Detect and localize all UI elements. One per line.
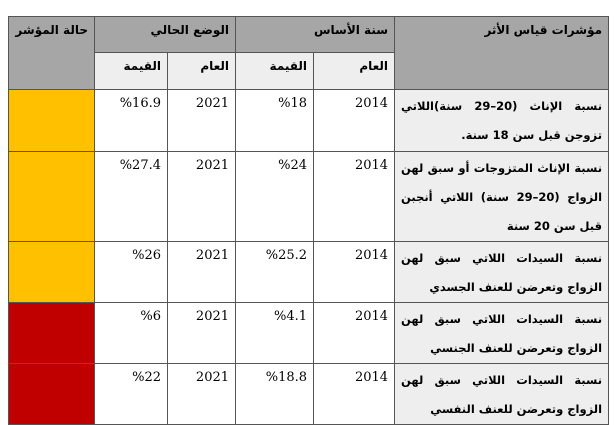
current-year-cell: 2021 (167, 302, 237, 364)
header-current-value-col: القيمة (93, 52, 169, 90)
current-year-cell: 2021 (167, 151, 237, 242)
impact-indicators-table: مؤشرات قياس الأثر سنة الأساس الوضع الحال… (8, 16, 610, 425)
status-color-cell (8, 151, 95, 242)
current-value-cell: %27.4 (93, 151, 169, 242)
base-value-cell: %4.1 (235, 302, 315, 364)
base-year-cell: 2014 (313, 151, 396, 242)
current-value-cell: %22 (93, 363, 169, 425)
base-value-cell: %24 (235, 151, 315, 242)
current-value-cell: %16.9 (93, 89, 169, 152)
base-year-cell: 2014 (313, 363, 396, 425)
base-value-cell: %18 (235, 89, 315, 152)
base-value-cell: %18.8 (235, 363, 315, 425)
current-year-cell: 2021 (167, 241, 237, 303)
status-color-cell (8, 241, 95, 303)
status-color-cell (8, 363, 95, 425)
base-value-cell: %25.2 (235, 241, 315, 303)
header-indicator: مؤشرات قياس الأثر (394, 16, 610, 90)
table-row: نسبة السيدات اللاتي سبق لهن الزواج وتعرض… (8, 302, 610, 364)
header-base-value-col: القيمة (235, 52, 315, 90)
base-year-cell: 2014 (313, 89, 396, 152)
header-base-year: سنة الأساس (235, 16, 396, 53)
base-year-cell: 2014 (313, 302, 396, 364)
indicator-cell: نسبة الإناث المتزوجات أو سبق لهن الزواج … (394, 151, 610, 242)
current-year-cell: 2021 (167, 363, 237, 425)
base-year-cell: 2014 (313, 241, 396, 303)
indicator-cell: نسبة الإناث (20–29 سنة)اللاتي تزوجن قبل … (394, 89, 610, 152)
table-row: نسبة السيدات اللاتي سبق لهن الزواج وتعرض… (8, 241, 610, 303)
indicator-cell: نسبة السيدات اللاتي سبق لهن الزواج وتعرض… (394, 241, 610, 303)
header-indicator-status: حالة المؤشر (8, 16, 95, 90)
table-row: نسبة السيدات اللاتي سبق لهن الزواج وتعرض… (8, 363, 610, 425)
indicator-cell: نسبة السيدات اللاتي سبق لهن الزواج وتعرض… (394, 363, 610, 425)
status-color-cell (8, 302, 95, 364)
header-current-status: الوضع الحالي (93, 16, 237, 53)
current-value-cell: %26 (93, 241, 169, 303)
current-year-cell: 2021 (167, 89, 237, 152)
indicator-cell: نسبة السيدات اللاتي سبق لهن الزواج وتعرض… (394, 302, 610, 364)
header-base-year-col: العام (313, 52, 396, 90)
table-row: نسبة الإناث المتزوجات أو سبق لهن الزواج … (8, 151, 610, 242)
table-row: نسبة الإناث (20–29 سنة)اللاتي تزوجن قبل … (8, 89, 610, 152)
status-color-cell (8, 89, 95, 152)
current-value-cell: %6 (93, 302, 169, 364)
header-current-year-col: العام (167, 52, 237, 90)
